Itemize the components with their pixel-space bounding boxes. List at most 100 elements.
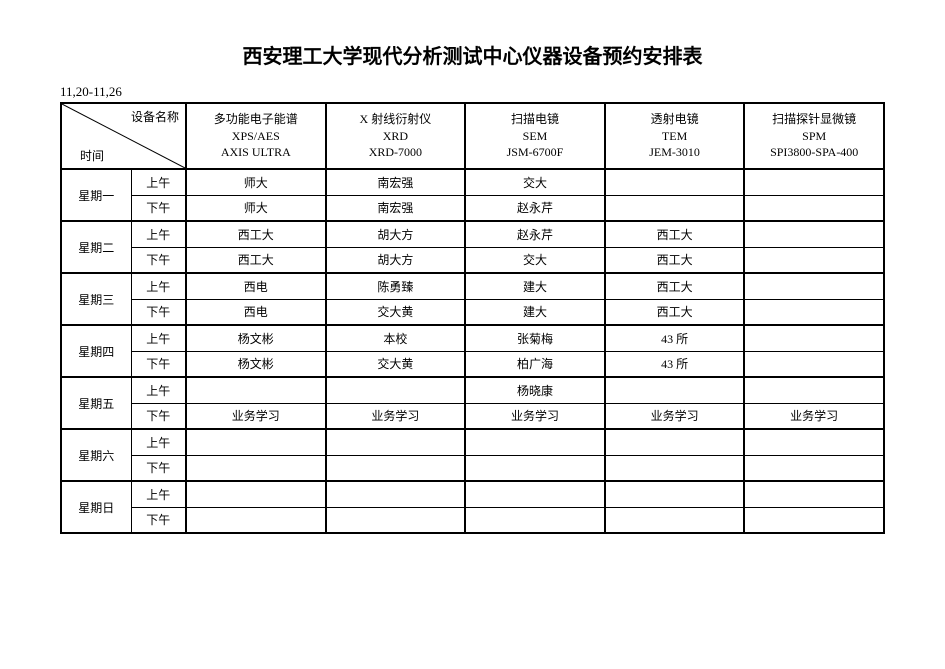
day-cell: 星期五 — [61, 377, 131, 429]
data-cell — [326, 455, 466, 481]
data-cell — [744, 299, 884, 325]
data-cell: 业务学习 — [186, 403, 326, 429]
data-cell: 交大黄 — [326, 351, 466, 377]
data-cell — [744, 351, 884, 377]
slot-cell-am: 上午 — [131, 325, 186, 351]
equip-col-4: 扫描探针显微镜 SPM SPI3800-SPA-400 — [744, 103, 884, 169]
equip-line: 透射电镜 — [610, 111, 740, 128]
equip-col-2: 扫描电镜 SEM JSM-6700F — [465, 103, 605, 169]
data-cell: 赵永芹 — [465, 221, 605, 247]
table-row: 下午西电交大黄建大西工大 — [61, 299, 884, 325]
data-cell — [744, 455, 884, 481]
data-cell: 杨晓康 — [465, 377, 605, 403]
equip-line: XRD-7000 — [331, 144, 461, 161]
table-row: 下午师大南宏强赵永芹 — [61, 195, 884, 221]
day-cell: 星期日 — [61, 481, 131, 533]
data-cell — [605, 195, 745, 221]
slot-cell-pm: 下午 — [131, 299, 186, 325]
data-cell — [605, 507, 745, 533]
slot-cell-am: 上午 — [131, 273, 186, 299]
data-cell: 杨文彬 — [186, 351, 326, 377]
data-cell: 交大 — [465, 247, 605, 273]
data-cell: 交大黄 — [326, 299, 466, 325]
data-cell — [744, 247, 884, 273]
slot-cell-pm: 下午 — [131, 351, 186, 377]
page-title: 西安理工大学现代分析测试中心仪器设备预约安排表 — [20, 40, 925, 69]
data-cell: 西工大 — [605, 299, 745, 325]
equip-line: TEM — [610, 128, 740, 145]
table-row: 星期二上午西工大胡大方赵永芹西工大 — [61, 221, 884, 247]
data-cell — [744, 221, 884, 247]
data-cell — [605, 481, 745, 507]
data-cell — [605, 377, 745, 403]
data-cell — [326, 429, 466, 455]
slot-cell-am: 上午 — [131, 481, 186, 507]
table-row: 星期三上午西电陈勇臻建大西工大 — [61, 273, 884, 299]
slot-cell-am: 上午 — [131, 377, 186, 403]
slot-cell-pm: 下午 — [131, 507, 186, 533]
slot-cell-am: 上午 — [131, 169, 186, 195]
data-cell: 业务学习 — [605, 403, 745, 429]
data-cell: 本校 — [326, 325, 466, 351]
data-cell — [186, 377, 326, 403]
data-cell — [744, 195, 884, 221]
data-cell: 张菊梅 — [465, 325, 605, 351]
data-cell: 师大 — [186, 195, 326, 221]
slot-cell-pm: 下午 — [131, 403, 186, 429]
equip-line: JEM-3010 — [610, 144, 740, 161]
table-wrap: 设备名称 时间 多功能电子能谱 XPS/AES AXIS ULTRA X 射线衍… — [20, 102, 925, 534]
data-cell — [326, 377, 466, 403]
header-time-label: 时间 — [80, 147, 104, 164]
data-cell — [326, 481, 466, 507]
data-cell — [744, 325, 884, 351]
data-cell: 43 所 — [605, 351, 745, 377]
table-row: 星期日上午 — [61, 481, 884, 507]
equip-line: AXIS ULTRA — [191, 144, 321, 161]
data-cell: 业务学习 — [465, 403, 605, 429]
table-row: 星期一上午师大南宏强交大 — [61, 169, 884, 195]
data-cell — [186, 455, 326, 481]
data-cell — [605, 455, 745, 481]
data-cell: 西工大 — [186, 221, 326, 247]
equip-col-1: X 射线衍射仪 XRD XRD-7000 — [326, 103, 466, 169]
equip-line: XRD — [331, 128, 461, 145]
data-cell: 西电 — [186, 273, 326, 299]
data-cell — [186, 429, 326, 455]
day-cell: 星期三 — [61, 273, 131, 325]
data-cell — [186, 481, 326, 507]
day-cell: 星期二 — [61, 221, 131, 273]
data-cell: 南宏强 — [326, 169, 466, 195]
data-cell — [465, 429, 605, 455]
data-cell: 交大 — [465, 169, 605, 195]
table-row: 下午 — [61, 507, 884, 533]
data-cell — [744, 481, 884, 507]
data-cell: 西工大 — [186, 247, 326, 273]
equip-col-3: 透射电镜 TEM JEM-3010 — [605, 103, 745, 169]
data-cell: 业务学习 — [744, 403, 884, 429]
day-cell: 星期六 — [61, 429, 131, 481]
data-cell: 南宏强 — [326, 195, 466, 221]
slot-cell-am: 上午 — [131, 429, 186, 455]
equip-col-0: 多功能电子能谱 XPS/AES AXIS ULTRA — [186, 103, 326, 169]
slot-cell-pm: 下午 — [131, 247, 186, 273]
data-cell — [326, 507, 466, 533]
data-cell — [744, 429, 884, 455]
table-row: 星期五上午杨晓康 — [61, 377, 884, 403]
data-cell — [744, 169, 884, 195]
data-cell — [465, 455, 605, 481]
data-cell — [744, 273, 884, 299]
table-row: 下午杨文彬交大黄柏广海43 所 — [61, 351, 884, 377]
equip-line: 扫描探针显微镜 — [749, 111, 879, 128]
diagonal-header: 设备名称 时间 — [61, 103, 186, 169]
table-row: 下午 — [61, 455, 884, 481]
equip-line: SPI3800-SPA-400 — [749, 144, 879, 161]
table-row: 下午业务学习业务学习业务学习业务学习业务学习 — [61, 403, 884, 429]
equip-line: JSM-6700F — [470, 144, 600, 161]
header-equipment-label: 设备名称 — [131, 108, 179, 125]
data-cell: 柏广海 — [465, 351, 605, 377]
equip-line: SEM — [470, 128, 600, 145]
data-cell: 业务学习 — [326, 403, 466, 429]
table-row: 星期四上午杨文彬本校张菊梅43 所 — [61, 325, 884, 351]
equip-line: 多功能电子能谱 — [191, 111, 321, 128]
data-cell — [744, 377, 884, 403]
